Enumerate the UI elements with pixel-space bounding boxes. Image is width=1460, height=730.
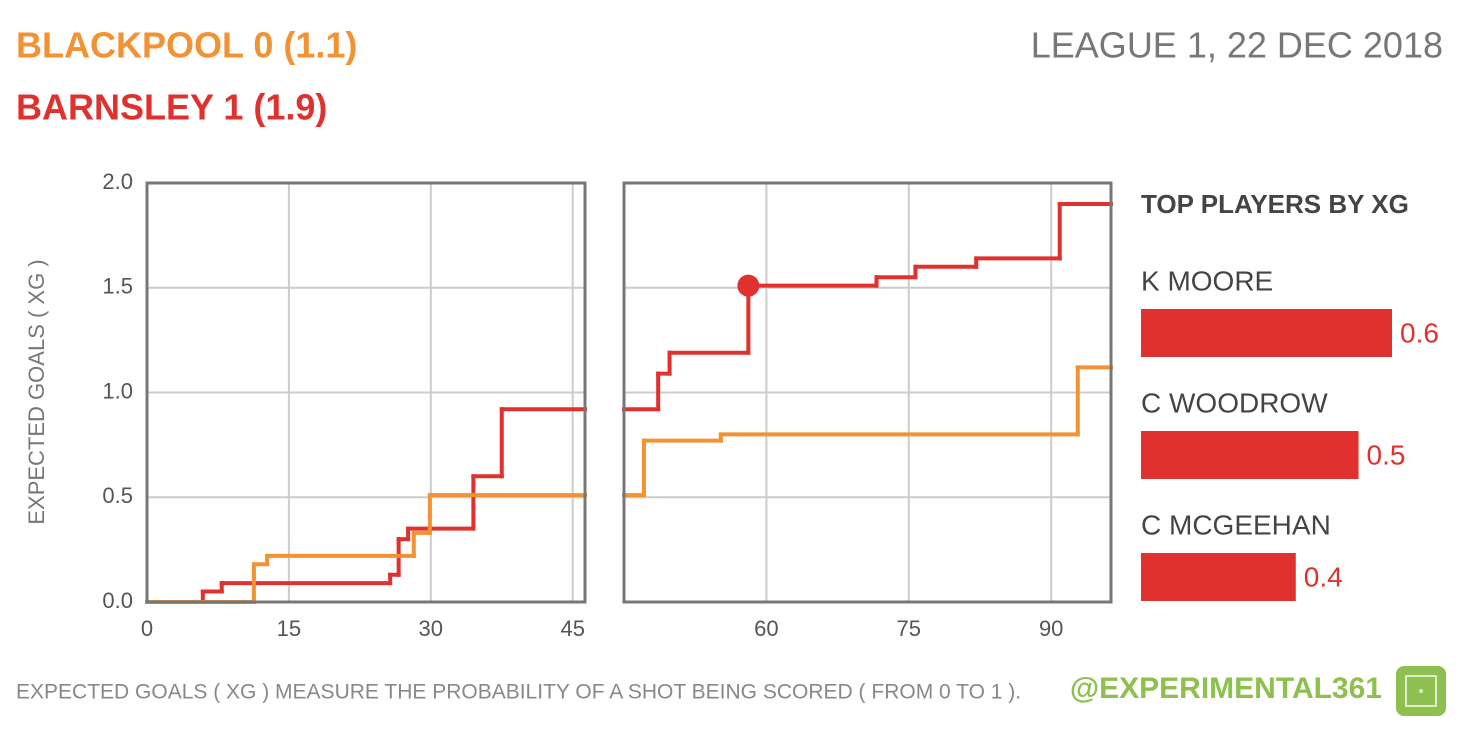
- y-tick-label: 0.0: [102, 588, 133, 613]
- home-score: BLACKPOOL 0 (1.1): [16, 25, 357, 66]
- bar: [1141, 309, 1392, 357]
- plot-frame: [622, 181, 1113, 604]
- x-tick-label: 30: [419, 616, 443, 641]
- goal-marker: [737, 274, 760, 297]
- logo: [1396, 666, 1446, 716]
- bar-title: TOP PLAYERS BY XG: [1141, 189, 1409, 219]
- value-label: 0.6: [1400, 317, 1439, 348]
- match-info: LEAGUE 1, 22 DEC 2018: [1031, 25, 1443, 66]
- bar: [1141, 431, 1359, 479]
- y-tick-label: 0.5: [102, 483, 133, 508]
- value-label: 0.5: [1367, 439, 1406, 470]
- plot-frame: [145, 181, 587, 604]
- category-label: K MOORE: [1141, 265, 1273, 296]
- footnote: EXPECTED GOALS ( XG ) MEASURE THE PROBAB…: [16, 681, 1021, 704]
- value-label: 0.4: [1304, 561, 1343, 592]
- x-tick-label: 75: [897, 616, 921, 641]
- x-tick-label: 45: [560, 616, 584, 641]
- away-score: BARNSLEY 1 (1.9): [16, 87, 327, 128]
- y-tick-label: 1.0: [102, 378, 133, 403]
- y-tick-label: 1.5: [102, 274, 133, 299]
- x-tick-label: 0: [141, 616, 153, 641]
- handle: @EXPERIMENTAL361: [1070, 672, 1382, 705]
- x-tick-label: 90: [1039, 616, 1063, 641]
- y-axis-label: EXPECTED GOALS ( XG ): [24, 259, 49, 524]
- category-label: C MCGEEHAN: [1141, 509, 1331, 540]
- category-label: C WOODROW: [1141, 387, 1328, 418]
- x-tick-label: 60: [754, 616, 778, 641]
- y-tick-label: 2.0: [102, 169, 133, 194]
- x-tick-label: 15: [277, 616, 301, 641]
- bar: [1141, 553, 1296, 601]
